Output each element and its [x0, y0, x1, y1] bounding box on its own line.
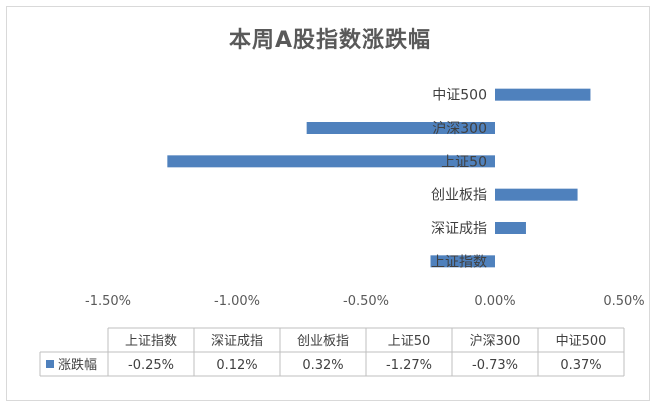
legend-key [46, 360, 54, 368]
category-label: 创业板指 [431, 188, 487, 204]
bar-5 [306, 122, 495, 134]
legend-series-name: 涨跌幅 [58, 357, 97, 373]
bar-6 [495, 88, 591, 101]
category-label: 沪深300 [432, 121, 487, 137]
table-value-cell: 0.37% [560, 358, 601, 373]
bar-2 [495, 222, 526, 234]
table-value-cell: -1.27% [386, 358, 432, 373]
table-value-cell: -0.25% [128, 358, 174, 373]
category-label: 深证成指 [431, 221, 487, 237]
table-header-cell: 上证指数 [125, 334, 177, 349]
table-value-cell: 0.32% [302, 358, 343, 373]
x-tick-label: 0.00% [474, 294, 515, 309]
table-header-cell: 中证500 [556, 334, 607, 349]
category-label: 上证50 [441, 154, 487, 170]
table-header-cell: 深证成指 [211, 334, 263, 349]
table-header-cell: 上证50 [388, 334, 431, 349]
table-header-cell: 创业板指 [297, 334, 349, 349]
category-label: 中证500 [432, 88, 487, 104]
x-tick-label: -1.00% [214, 294, 260, 309]
table-value-cell: 0.12% [216, 358, 257, 373]
category-label: 上证指数 [431, 254, 487, 270]
chart-title: 本周A股指数涨跌幅 [228, 28, 432, 53]
bar-3 [495, 188, 578, 201]
bar-1 [430, 255, 495, 268]
x-tick-label: -0.50% [343, 294, 389, 309]
x-tick-label: -1.50% [85, 294, 131, 309]
table-header-cell: 沪深300 [470, 333, 521, 349]
chart-frame [6, 6, 650, 401]
x-tick-label: 0.50% [603, 294, 644, 309]
bar-4 [167, 155, 495, 168]
table-value-cell: -0.73% [472, 358, 518, 373]
